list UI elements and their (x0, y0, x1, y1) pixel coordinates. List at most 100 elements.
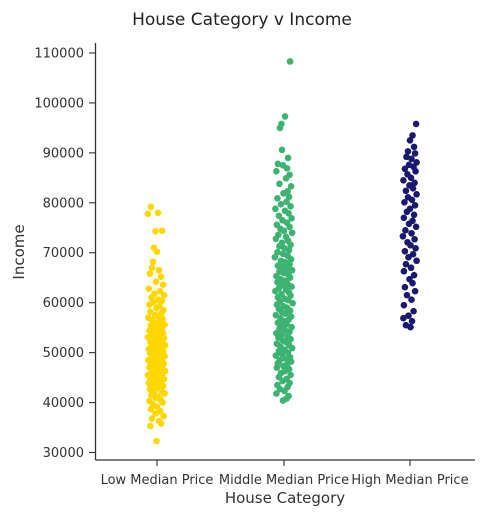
data-point (408, 317, 416, 325)
data-point (288, 229, 296, 237)
data-point (285, 246, 293, 254)
data-point (403, 291, 411, 299)
data-point (286, 58, 294, 65)
y-tick-label: 30000 (43, 446, 84, 461)
data-point (411, 202, 419, 209)
data-point (287, 241, 294, 249)
data-point (276, 124, 284, 132)
data-point (281, 387, 288, 395)
data-point (409, 279, 416, 287)
data-point (288, 214, 295, 222)
data-point (157, 420, 165, 427)
data-point (158, 227, 166, 235)
data-point (279, 397, 287, 404)
data-point (404, 148, 412, 155)
data-point (412, 168, 419, 175)
data-point (271, 253, 279, 261)
data-point (152, 227, 159, 235)
data-point (149, 258, 157, 266)
data-point (273, 168, 280, 175)
data-point (153, 304, 160, 312)
data-point (148, 415, 156, 422)
data-point (400, 177, 407, 184)
data-point (160, 412, 167, 420)
data-point (402, 187, 410, 195)
y-tick-label: 40000 (43, 396, 84, 411)
data-point (158, 297, 166, 304)
data-point (277, 201, 285, 208)
data-point (144, 371, 152, 379)
data-point (405, 253, 412, 261)
data-point (274, 278, 281, 286)
data-point (272, 235, 280, 243)
points-layer (144, 58, 420, 445)
data-point (408, 229, 415, 237)
x-tick-label: Middle Median Price (219, 473, 349, 488)
x-tick-label: High Median Price (351, 473, 468, 488)
data-point (152, 278, 160, 286)
data-point (147, 405, 155, 413)
data-point (412, 120, 420, 128)
data-point (272, 287, 279, 295)
data-point (413, 257, 420, 265)
data-point (409, 185, 417, 192)
data-point (159, 399, 166, 406)
series-points (271, 58, 296, 404)
data-point (285, 193, 293, 201)
y-tick-label: 60000 (43, 296, 84, 311)
data-point (147, 422, 154, 430)
data-point (401, 165, 409, 173)
data-point (408, 196, 416, 204)
data-point (411, 235, 418, 243)
data-point (288, 344, 296, 352)
data-point (154, 209, 162, 217)
data-point (157, 273, 165, 281)
data-point (147, 308, 154, 315)
data-point (411, 150, 419, 157)
data-point (407, 241, 414, 249)
data-point (144, 333, 152, 341)
data-point (410, 211, 418, 219)
chart-title: House Category v Income (132, 10, 352, 30)
data-point (407, 264, 415, 272)
data-point (274, 195, 281, 202)
data-point (160, 291, 168, 299)
data-point (283, 165, 291, 172)
data-point (406, 137, 414, 144)
series-points (399, 120, 420, 331)
data-point (287, 371, 294, 379)
data-point (146, 270, 154, 278)
data-point (287, 183, 295, 190)
data-point (402, 226, 409, 234)
data-point (403, 153, 410, 161)
y-tick-label: 80000 (43, 196, 84, 211)
data-point (153, 248, 161, 256)
data-point (274, 248, 281, 256)
data-point (161, 367, 169, 375)
data-point (280, 227, 288, 235)
data-point (278, 350, 286, 358)
data-point (400, 314, 407, 322)
series-points (144, 203, 169, 445)
data-point (155, 266, 163, 274)
data-point (273, 364, 281, 371)
data-point (146, 301, 153, 308)
data-point (413, 191, 420, 198)
data-point (147, 203, 155, 211)
y-tick-label: 50000 (43, 346, 84, 361)
data-point (275, 212, 283, 220)
data-point (408, 296, 415, 303)
data-point (276, 180, 283, 188)
data-point (410, 271, 418, 279)
data-point (280, 190, 287, 197)
data-point (407, 174, 415, 182)
data-point (156, 287, 164, 295)
data-point (153, 437, 160, 445)
data-point (412, 244, 419, 252)
data-point (273, 390, 280, 397)
data-point (408, 155, 415, 163)
data-point (274, 160, 282, 168)
data-point (278, 146, 286, 154)
y-tick-label: 110000 (34, 46, 84, 61)
data-point (401, 283, 409, 291)
